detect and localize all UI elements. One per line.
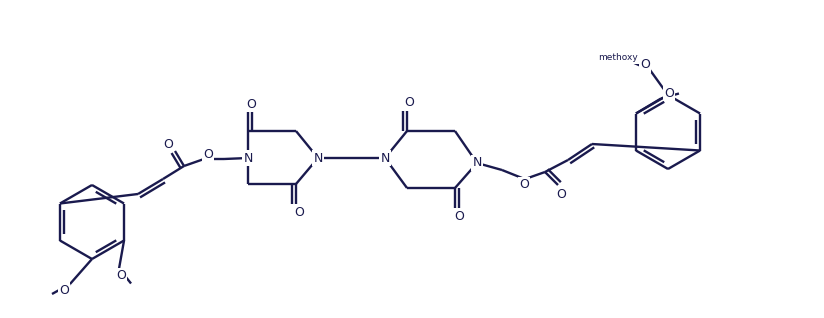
Text: N: N	[472, 156, 482, 169]
Text: O: O	[404, 96, 414, 109]
Text: O: O	[59, 284, 69, 296]
Text: O: O	[294, 206, 304, 219]
Text: O: O	[454, 211, 464, 224]
Text: O: O	[640, 59, 650, 72]
Text: O: O	[246, 98, 256, 110]
Text: O: O	[163, 137, 173, 150]
Text: methoxy: methoxy	[598, 53, 638, 63]
Text: N: N	[243, 151, 253, 164]
Text: O: O	[116, 269, 126, 282]
Text: N: N	[313, 151, 323, 164]
Text: O: O	[519, 178, 529, 191]
Text: N: N	[381, 151, 390, 164]
Text: O: O	[203, 148, 213, 161]
Text: O: O	[664, 87, 674, 100]
Text: O: O	[556, 188, 566, 201]
